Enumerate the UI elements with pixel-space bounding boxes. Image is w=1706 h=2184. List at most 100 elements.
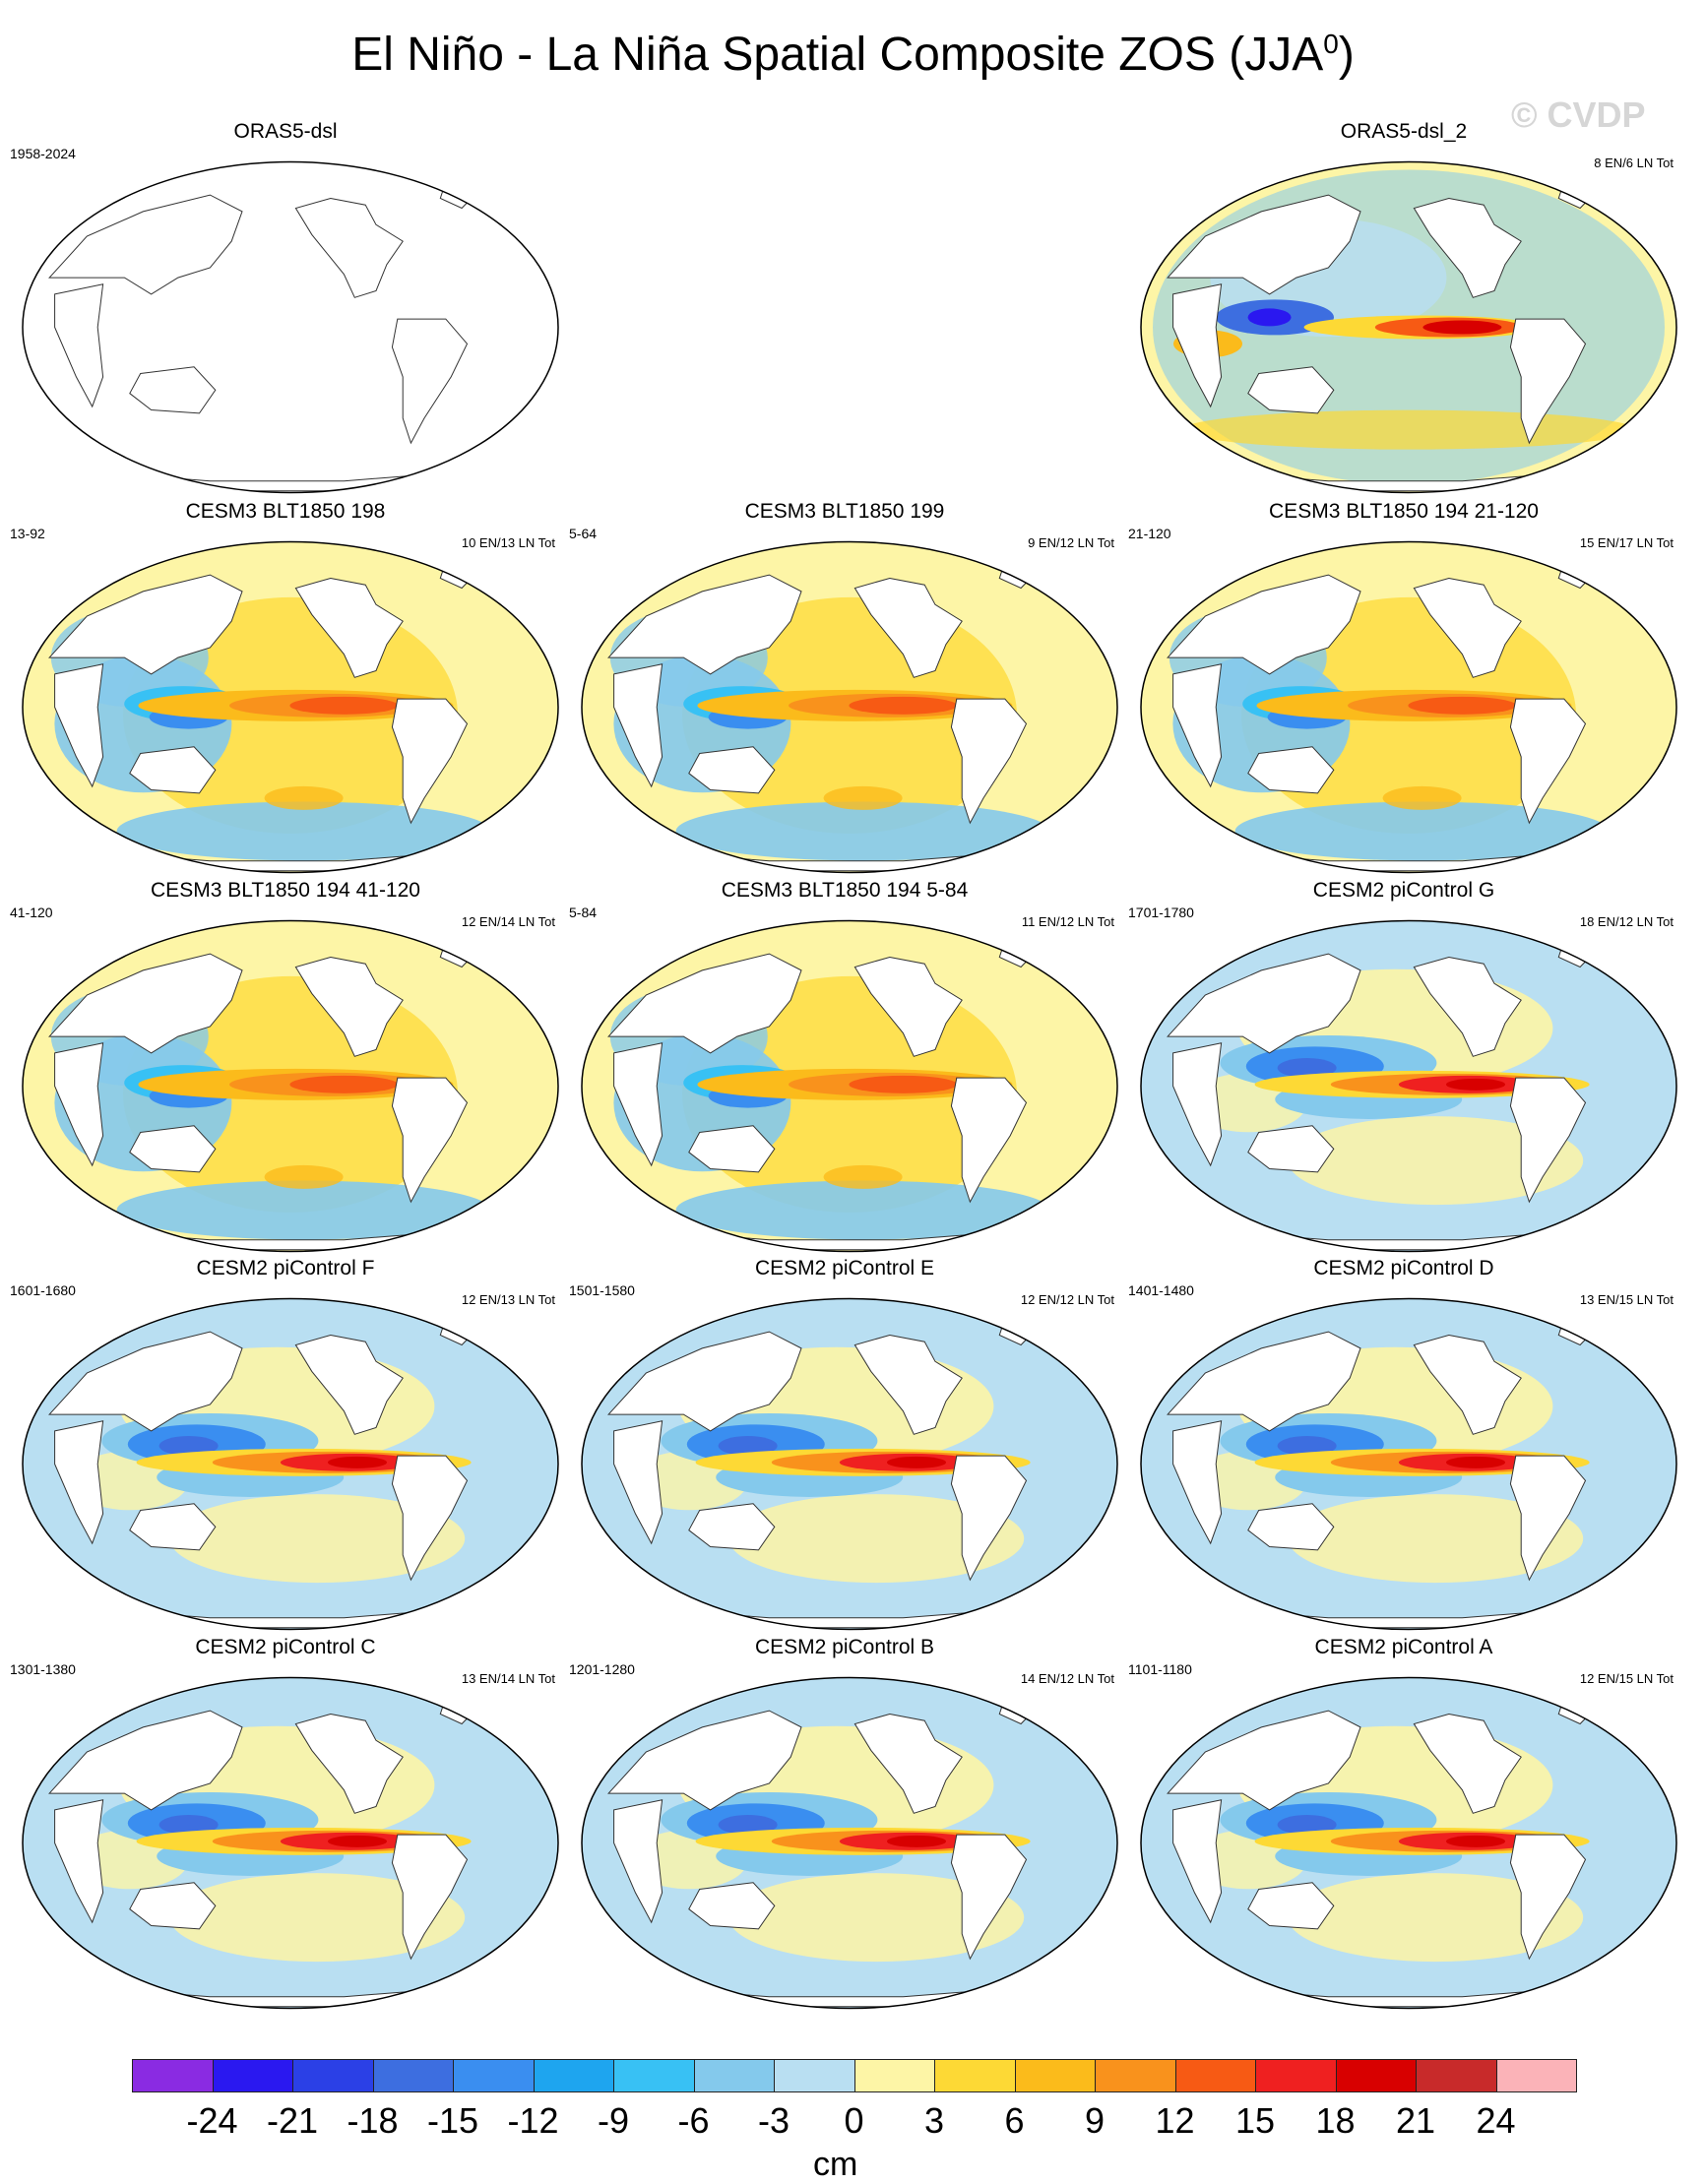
colorbar-swatch [292,2059,374,2092]
panel-title: CESM3 BLT1850 194 5-84 [721,879,969,902]
colorbar-swatch [1174,2059,1256,2092]
panel-event-count: 12 EN/15 LN Tot [1579,1671,1674,1686]
zos-composite-map [1140,1676,1677,2010]
zos-composite-map [22,160,559,494]
colorbar-swatch [774,2059,855,2092]
panel-years-label: 21-120 [1128,526,1171,541]
colorbar-tick-label: 9 [1084,2100,1106,2141]
panel-years-label: 1501-1580 [569,1282,635,1298]
colorbar-swatch [132,2059,214,2092]
panel-event-count: 11 EN/12 LN Tot [1021,914,1114,929]
colorbar-tick-label: 18 [1315,2100,1356,2141]
map-panel: CESM3 BLT1850 194 5-84 5-84 11 EN/12 LN To… [569,879,1120,1253]
panel-years-label: 5-84 [569,905,598,920]
panel-event-count: 9 EN/12 LN Tot [1028,535,1114,550]
map-panel: CESM2 piControl F 1601-1680 12 EN/13 LN To… [10,1257,561,1631]
map-panel: CESM2 piControl G 1701-1780 18 EN/12 LN To… [1128,879,1679,1253]
colorbar-swatch [934,2059,1016,2092]
colorbar-tick-label: -3 [757,2100,790,2141]
panel-years-label: 41-120 [10,905,53,920]
panel-event-count: 15 EN/17 LN Tot [1579,535,1674,550]
panel-event-count: 14 EN/12 LN Tot [1020,1671,1114,1686]
zos-composite-map [22,919,559,1253]
colorbar-swatch [1255,2059,1337,2092]
map-panel: CESM2 piControl C 1301-1380 13 EN/14 LN To… [10,1636,561,2010]
zos-composite-map [581,1297,1118,1631]
colorbar-tick-label: 12 [1155,2100,1195,2141]
panel-years-label: 13-92 [10,526,45,541]
zos-composite-map [581,1676,1118,2010]
panel-title: CESM2 piControl E [754,1257,935,1279]
colorbar-swatch [533,2059,614,2092]
map-panel: CESM3 BLT1850 199 5-64 9 EN/12 LN Tot [569,500,1120,874]
zos-composite-map [1140,160,1677,494]
panel-event-count: 12 EN/13 LN Tot [461,1292,555,1307]
map-panel: CESM3 BLT1850 194 41-120 41-120 12 EN/14 L… [10,879,561,1253]
zos-composite-map [1140,919,1677,1253]
panel-title: CESM3 BLT1850 199 [744,500,945,523]
panel-years-label: 1101-1180 [1128,1661,1192,1677]
colorbar-unit: cm [813,2146,858,2183]
map-panel: ORAS5-dsl 1958-2024 [10,120,561,494]
panel-title: CESM2 piControl D [1313,1257,1494,1279]
map-panel: CESM2 piControl D 1401-1480 13 EN/15 LN To… [1128,1257,1679,1631]
colorbar-tick-label: -12 [507,2100,559,2141]
zos-composite-map [22,1297,559,1631]
panel-event-count: 12 EN/12 LN Tot [1020,1292,1114,1307]
zos-composite-map [1140,1297,1677,1631]
panel-years-label: 1401-1480 [1128,1282,1194,1298]
colorbar-swatch [693,2059,775,2092]
colorbar-swatch [453,2059,535,2092]
panel-title: CESM2 piControl G [1312,879,1495,902]
zos-composite-map [22,540,559,874]
panel-event-count: 13 EN/15 LN Tot [1579,1292,1674,1307]
colorbar-tick-label: -21 [266,2100,319,2141]
panel-years-label: 1958-2024 [10,146,76,161]
panel-title: ORAS5-dsl [233,120,338,143]
figure-title-close: ) [1338,29,1355,81]
panel-years-label: 1701-1780 [1128,905,1194,920]
colorbar-swatch [1335,2059,1417,2092]
map-panel: CESM2 piControl E 1501-1580 12 EN/12 LN To… [569,1257,1120,1631]
figure-title-superscript: 0 [1323,29,1339,59]
colorbar-swatch [372,2059,454,2092]
colorbar-tick-label: 15 [1234,2100,1276,2141]
colorbar-tick-label: -15 [426,2100,479,2141]
colorbar-swatch [1416,2059,1497,2092]
zos-composite-map [581,919,1118,1253]
zos-composite-map [581,540,1118,874]
panel-years-label: 1201-1280 [569,1661,635,1677]
panel-title: CESM2 piControl F [196,1257,375,1279]
panel-event-count: 13 EN/14 LN Tot [461,1671,555,1686]
panel-event-count: 12 EN/14 LN Tot [461,914,555,929]
panel-event-count: 18 EN/12 LN Tot [1579,914,1674,929]
colorbar-tick-label: -24 [186,2100,238,2141]
zos-composite-map [22,1676,559,2010]
map-panel: ORAS5-dsl_2 8 EN/6 LN Tot [1128,120,1679,494]
panel-years-label: 1601-1680 [10,1282,76,1298]
colorbar-swatch [1095,2059,1176,2092]
map-panel: CESM2 piControl B 1201-1280 14 EN/12 LN To… [569,1636,1120,2010]
colorbar-tick-label: 21 [1395,2100,1436,2141]
colorbar-swatch [1495,2059,1577,2092]
panel-event-count: 8 EN/6 LN Tot [1594,156,1674,170]
figure-title: El Niño - La Niña Spatial Composite ZOS … [0,28,1706,82]
panel-years-label: 1301-1380 [10,1661,76,1677]
colorbar-swatch [613,2059,695,2092]
colorbar-tick-label: -9 [597,2100,629,2141]
panel-title: CESM3 BLT1850 194 41-120 [151,879,420,902]
figure-title-text: El Niño - La Niña Spatial Composite ZOS … [351,29,1324,81]
map-panel: CESM3 BLT1850 198 13-92 10 EN/13 LN Tot [10,500,561,874]
panel-years-label: 5-64 [569,526,598,541]
zos-composite-map [1140,540,1677,874]
colorbar-swatch [1014,2059,1096,2092]
colorbar-swatch [853,2059,935,2092]
colorbar-tick-label: -18 [347,2100,399,2141]
panel-title: CESM3 BLT1850 198 [185,500,386,523]
map-panel: CESM3 BLT1850 194 21-120 21-120 15 EN/17 L… [1128,500,1679,874]
panel-title: ORAS5-dsl_2 [1340,120,1468,143]
colorbar-tick-label: 0 [844,2100,864,2141]
colorbar-tick-label: 6 [1004,2100,1025,2141]
panel-title: CESM2 piControl B [754,1636,935,1658]
cvdp-watermark: © CVDP [1511,94,1646,135]
